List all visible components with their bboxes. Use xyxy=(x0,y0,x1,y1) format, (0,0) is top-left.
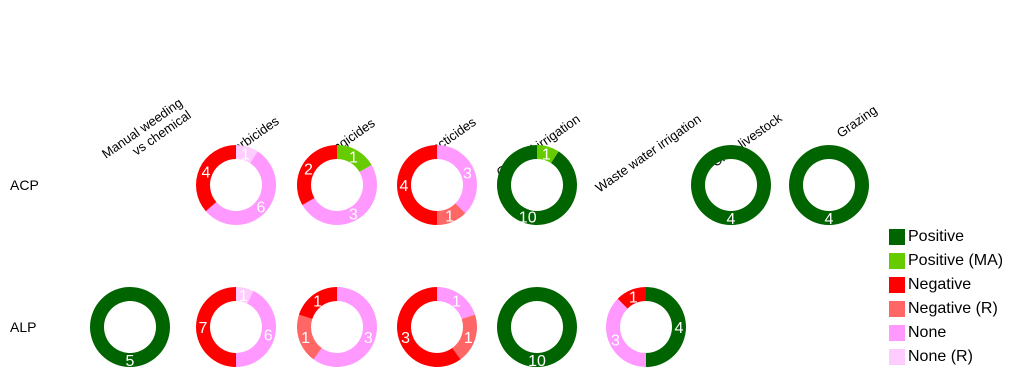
donut-acp-herbicides-label-none-r: 1 xyxy=(241,146,250,163)
donut-alp-manual-weeding-vs-chemical: 5 xyxy=(90,287,170,370)
donut-alp-fungicides-label-negative-r: 1 xyxy=(301,330,310,347)
donut-acp-insecticides-slice-none xyxy=(437,145,478,214)
legend: Positive Positive (MA) Negative Negative (R… xyxy=(889,225,1003,369)
donut-alp-herbicides: 1 6 7 xyxy=(196,287,277,367)
donut-alp-manual-weeding-vs-chemical-slice-positive xyxy=(90,287,170,367)
column-label-waste-water-irrigation: Waste water irrigation xyxy=(593,111,704,195)
donut-acp-grazing-slice-positive xyxy=(789,145,869,225)
donut-alp-waste-water-irrigation-slice-none xyxy=(606,298,646,368)
donut-alp-fungicides: 3 1 1 xyxy=(296,287,377,367)
donut-acp-insecticides-label-negative-r: 1 xyxy=(445,208,454,225)
legend-item-negative: Negative xyxy=(889,273,1003,297)
donut-acp-fungicides-label-negative: 2 xyxy=(304,162,313,179)
donut-acp-optimal-irrigation-label-positive: 10 xyxy=(519,210,537,227)
donut-cells: 1 6 4 1 3 2 3 1 4 1 10 4 4 5 1 6 7 3 1 1 1 1 3 10 4 3 1 xyxy=(90,145,869,370)
donut-alp-insecticides-label-none: 1 xyxy=(452,293,461,310)
legend-label: Positive xyxy=(908,228,965,245)
donut-alp-herbicides-slice-none xyxy=(236,290,277,367)
legend-swatch xyxy=(889,253,905,269)
donut-alp-optimal-irrigation-slice-positive xyxy=(497,287,577,367)
legend-label: Positive (MA) xyxy=(908,252,1004,269)
donut-alp-herbicides-label-negative: 7 xyxy=(199,320,208,337)
donut-acp-insecticides-slice-negative xyxy=(397,145,437,225)
legend-label: Negative (R) xyxy=(908,300,998,317)
row-label-acp: ACP xyxy=(10,177,39,193)
donut-acp-optimal-irrigation-slice-positive-ma xyxy=(537,145,559,164)
legend-item-none-r: None (R) xyxy=(889,345,1003,369)
donut-alp-optimal-irrigation: 10 xyxy=(497,287,577,370)
donut-acp-fungicides-label-none: 3 xyxy=(349,207,358,224)
donut-alp-waste-water-irrigation-label-negative: 1 xyxy=(629,290,638,307)
donut-acp-crop-livestock: 4 xyxy=(691,145,771,228)
donut-alp-fungicides-slice-none xyxy=(313,287,377,367)
donut-alp-fungicides-label-negative: 1 xyxy=(313,293,322,310)
donut-alp-optimal-irrigation-label-positive: 10 xyxy=(528,353,546,370)
donut-alp-insecticides: 1 1 3 xyxy=(397,287,477,367)
donut-acp-herbicides-label-negative: 4 xyxy=(202,164,211,181)
donut-acp-optimal-irrigation-slice-positive xyxy=(497,145,577,226)
donut-acp-insecticides-slice-negative-r xyxy=(437,203,466,225)
row-labels: ACP ALP xyxy=(10,177,39,335)
donut-acp-fungicides-slice-none xyxy=(302,165,377,226)
legend-swatch xyxy=(889,277,905,293)
donut-alp-manual-weeding-vs-chemical-label-positive: 5 xyxy=(126,353,135,370)
row-label-alp: ALP xyxy=(10,319,36,335)
legend-label: Negative xyxy=(908,276,972,293)
donut-acp-optimal-irrigation-label-positive-ma: 1 xyxy=(542,146,551,163)
donut-acp-insecticides-label-none: 3 xyxy=(463,165,472,182)
donut-acp-herbicides-label-none: 6 xyxy=(256,200,265,217)
legend-swatch xyxy=(889,229,905,245)
column-label-manual-weeding-vs-chemical: Manual weedingvs chemical xyxy=(99,95,194,174)
legend-item-negative-r: Negative (R) xyxy=(889,297,1003,321)
donut-acp-crop-livestock-slice-positive xyxy=(691,145,771,225)
donut-alp-waste-water-irrigation-label-positive: 4 xyxy=(675,320,684,337)
legend-item-none: None xyxy=(889,321,1003,345)
legend-item-positive-ma: Positive (MA) xyxy=(889,249,1003,273)
donut-alp-herbicides-label-none-r: 1 xyxy=(239,288,248,305)
donut-acp-fungicides-slice-positive-ma xyxy=(337,145,372,172)
donut-alp-fungicides-slice-negative-r xyxy=(296,314,322,360)
donut-alp-herbicides-slice-none-r xyxy=(236,287,254,304)
legend-label: None (R) xyxy=(908,348,973,365)
donut-alp-herbicides-label-none: 6 xyxy=(264,327,273,344)
donut-acp-grazing-label-positive: 4 xyxy=(825,211,834,228)
legend-swatch xyxy=(889,301,905,317)
donut-acp-insecticides: 3 1 4 xyxy=(397,145,478,225)
donut-alp-insecticides-slice-negative xyxy=(397,287,461,367)
donut-acp-grazing: 4 xyxy=(789,145,869,228)
donut-acp-crop-livestock-label-positive: 4 xyxy=(727,211,736,228)
donut-alp-waste-water-irrigation-slice-negative xyxy=(617,287,646,309)
donut-acp-optimal-irrigation: 1 10 xyxy=(497,145,577,227)
legend-swatch xyxy=(889,349,905,365)
donut-acp-herbicides-slice-negative xyxy=(196,145,236,212)
donut-alp-fungicides-slice-negative xyxy=(298,287,337,319)
donut-alp-waste-water-irrigation: 4 3 1 xyxy=(606,287,686,368)
donut-acp-herbicides: 1 6 4 xyxy=(196,145,276,225)
donut-alp-waste-water-irrigation-label-none: 3 xyxy=(611,333,620,350)
donut-acp-fungicides: 1 3 2 xyxy=(296,145,377,226)
column-label-grazing: Grazing xyxy=(834,102,880,140)
donut-acp-fungicides-slice-negative xyxy=(296,145,337,205)
donut-acp-herbicides-slice-none-r xyxy=(236,145,258,164)
donut-alp-fungicides-label-none: 3 xyxy=(364,330,373,347)
donut-acp-fungicides-label-positive-ma: 1 xyxy=(349,149,358,166)
donut-alp-waste-water-irrigation-slice-positive xyxy=(646,287,686,367)
donut-alp-insecticides-label-negative: 3 xyxy=(401,330,410,347)
donut-acp-insecticides-label-negative: 4 xyxy=(400,178,409,195)
donut-alp-insecticides-slice-none xyxy=(437,287,476,319)
donut-alp-herbicides-slice-negative xyxy=(196,287,236,367)
donut-acp-herbicides-slice-none xyxy=(205,151,276,225)
donut-alp-insecticides-label-negative-r: 1 xyxy=(464,330,473,347)
donut-alp-insecticides-slice-negative-r xyxy=(452,314,477,360)
legend-swatch xyxy=(889,325,905,341)
legend-item-positive: Positive xyxy=(889,225,1003,249)
legend-label: None xyxy=(908,324,947,341)
